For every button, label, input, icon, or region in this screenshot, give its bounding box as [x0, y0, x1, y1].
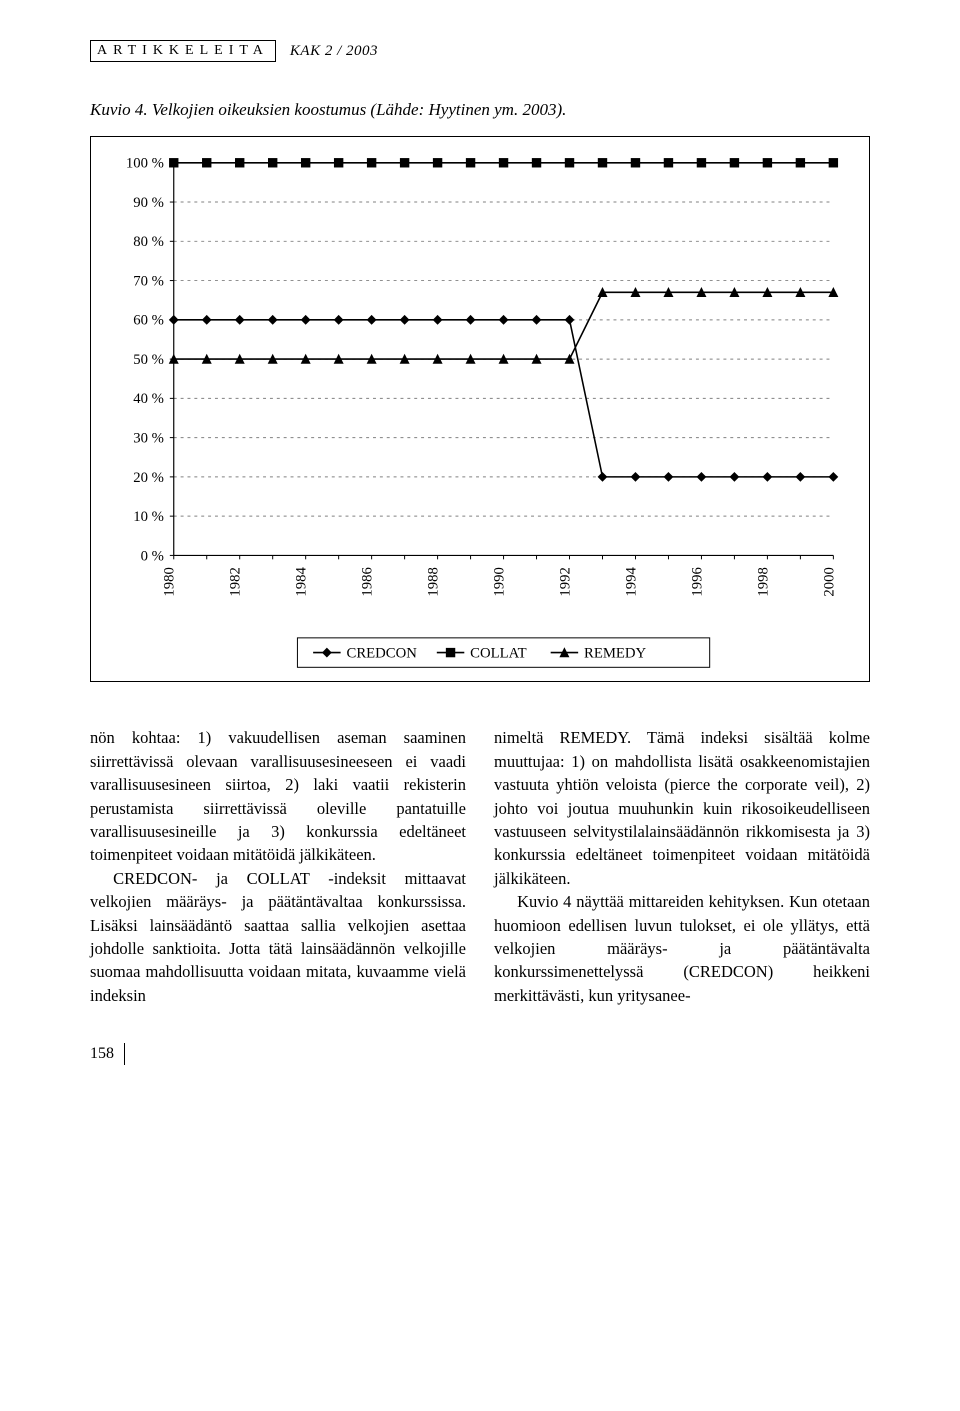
paragraph: nön kohtaa: 1) vakuudellisen aseman saam… [90, 726, 466, 867]
svg-text:REMEDY: REMEDY [584, 645, 647, 661]
svg-text:10 %: 10 % [133, 509, 164, 525]
page-number-value: 158 [90, 1045, 114, 1063]
svg-text:CREDCON: CREDCON [347, 645, 418, 661]
svg-text:20 %: 20 % [133, 470, 164, 486]
svg-text:30 %: 30 % [133, 431, 164, 447]
svg-text:100 %: 100 % [126, 156, 164, 172]
svg-text:1998: 1998 [755, 567, 771, 596]
svg-text:1984: 1984 [294, 567, 310, 597]
paragraph: CREDCON- ja COLLAT -indeksit mittaavat v… [90, 867, 466, 1008]
svg-text:1986: 1986 [360, 567, 376, 596]
svg-text:0 %: 0 % [141, 548, 164, 564]
svg-text:2000: 2000 [821, 567, 837, 596]
svg-text:50 %: 50 % [133, 352, 164, 368]
section-label: ARTIKKELEITA [90, 40, 276, 62]
paragraph: Kuvio 4 näyttää mittareiden kehityksen. … [494, 890, 870, 1007]
svg-text:90 %: 90 % [133, 195, 164, 211]
page-number-divider [124, 1043, 125, 1065]
column-right: nimeltä REMEDY. Tämä indeksi sisältää ko… [494, 726, 870, 1007]
body-text: nön kohtaa: 1) vakuudellisen aseman saam… [90, 726, 870, 1007]
svg-text:40 %: 40 % [133, 391, 164, 407]
svg-text:COLLAT: COLLAT [470, 645, 526, 661]
column-left: nön kohtaa: 1) vakuudellisen aseman saam… [90, 726, 466, 1007]
figure-caption: Kuvio 4. Velkojien oikeuksien koostumus … [90, 100, 870, 120]
svg-text:1994: 1994 [623, 567, 639, 597]
running-header: ARTIKKELEITA KAK 2 / 2003 [90, 40, 870, 62]
line-chart: 0 % 10 % 20 % 30 % 40 % 50 % 60 % 70 % 80 % 90 % 1… [107, 151, 853, 671]
svg-text:60 %: 60 % [133, 313, 164, 329]
svg-text:70 %: 70 % [133, 273, 164, 289]
paragraph: nimeltä REMEDY. Tämä indeksi sisältää ko… [494, 726, 870, 890]
svg-text:1992: 1992 [558, 567, 574, 596]
svg-text:1990: 1990 [492, 567, 508, 596]
svg-text:1988: 1988 [426, 567, 442, 596]
issue-label: KAK 2 / 2003 [290, 43, 378, 60]
svg-text:1982: 1982 [228, 567, 244, 596]
page-number: 158 [90, 1043, 870, 1065]
svg-text:80 %: 80 % [133, 234, 164, 250]
chart-container: 0 % 10 % 20 % 30 % 40 % 50 % 60 % 70 % 80 % 90 % 1… [90, 136, 870, 682]
page: ARTIKKELEITA KAK 2 / 2003 Kuvio 4. Velko… [0, 0, 960, 1095]
svg-text:1996: 1996 [689, 567, 705, 596]
svg-text:1980: 1980 [162, 567, 178, 596]
